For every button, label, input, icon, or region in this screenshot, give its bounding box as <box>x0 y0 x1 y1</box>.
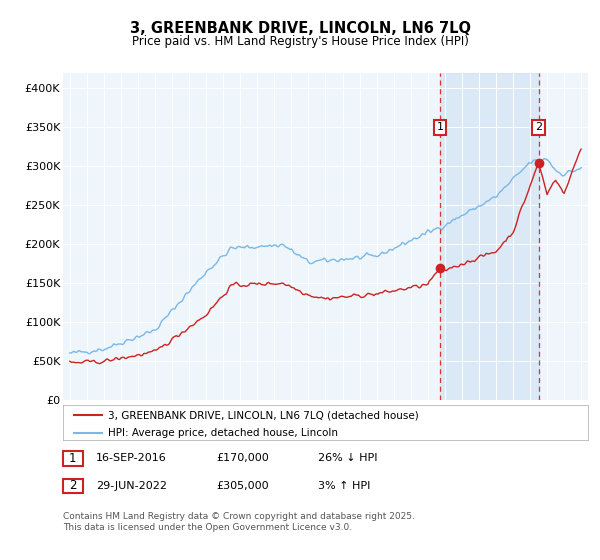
Text: 3% ↑ HPI: 3% ↑ HPI <box>318 480 370 491</box>
Bar <box>440 73 539 400</box>
Text: 1: 1 <box>69 451 77 465</box>
Text: Contains HM Land Registry data © Crown copyright and database right 2025.
This d: Contains HM Land Registry data © Crown c… <box>63 512 415 532</box>
Text: 29-JUN-2022: 29-JUN-2022 <box>96 480 167 491</box>
Text: 2: 2 <box>69 479 77 492</box>
Text: £305,000: £305,000 <box>216 480 269 491</box>
Text: HPI: Average price, detached house, Lincoln: HPI: Average price, detached house, Linc… <box>107 428 338 438</box>
Text: 26% ↓ HPI: 26% ↓ HPI <box>318 453 377 463</box>
Text: £170,000: £170,000 <box>216 453 269 463</box>
Text: 3, GREENBANK DRIVE, LINCOLN, LN6 7LQ: 3, GREENBANK DRIVE, LINCOLN, LN6 7LQ <box>130 21 470 36</box>
Text: Price paid vs. HM Land Registry's House Price Index (HPI): Price paid vs. HM Land Registry's House … <box>131 35 469 48</box>
Text: 1: 1 <box>437 123 443 132</box>
Text: 2: 2 <box>535 123 542 132</box>
Text: 16-SEP-2016: 16-SEP-2016 <box>96 453 167 463</box>
Text: 3, GREENBANK DRIVE, LINCOLN, LN6 7LQ (detached house): 3, GREENBANK DRIVE, LINCOLN, LN6 7LQ (de… <box>107 410 418 421</box>
